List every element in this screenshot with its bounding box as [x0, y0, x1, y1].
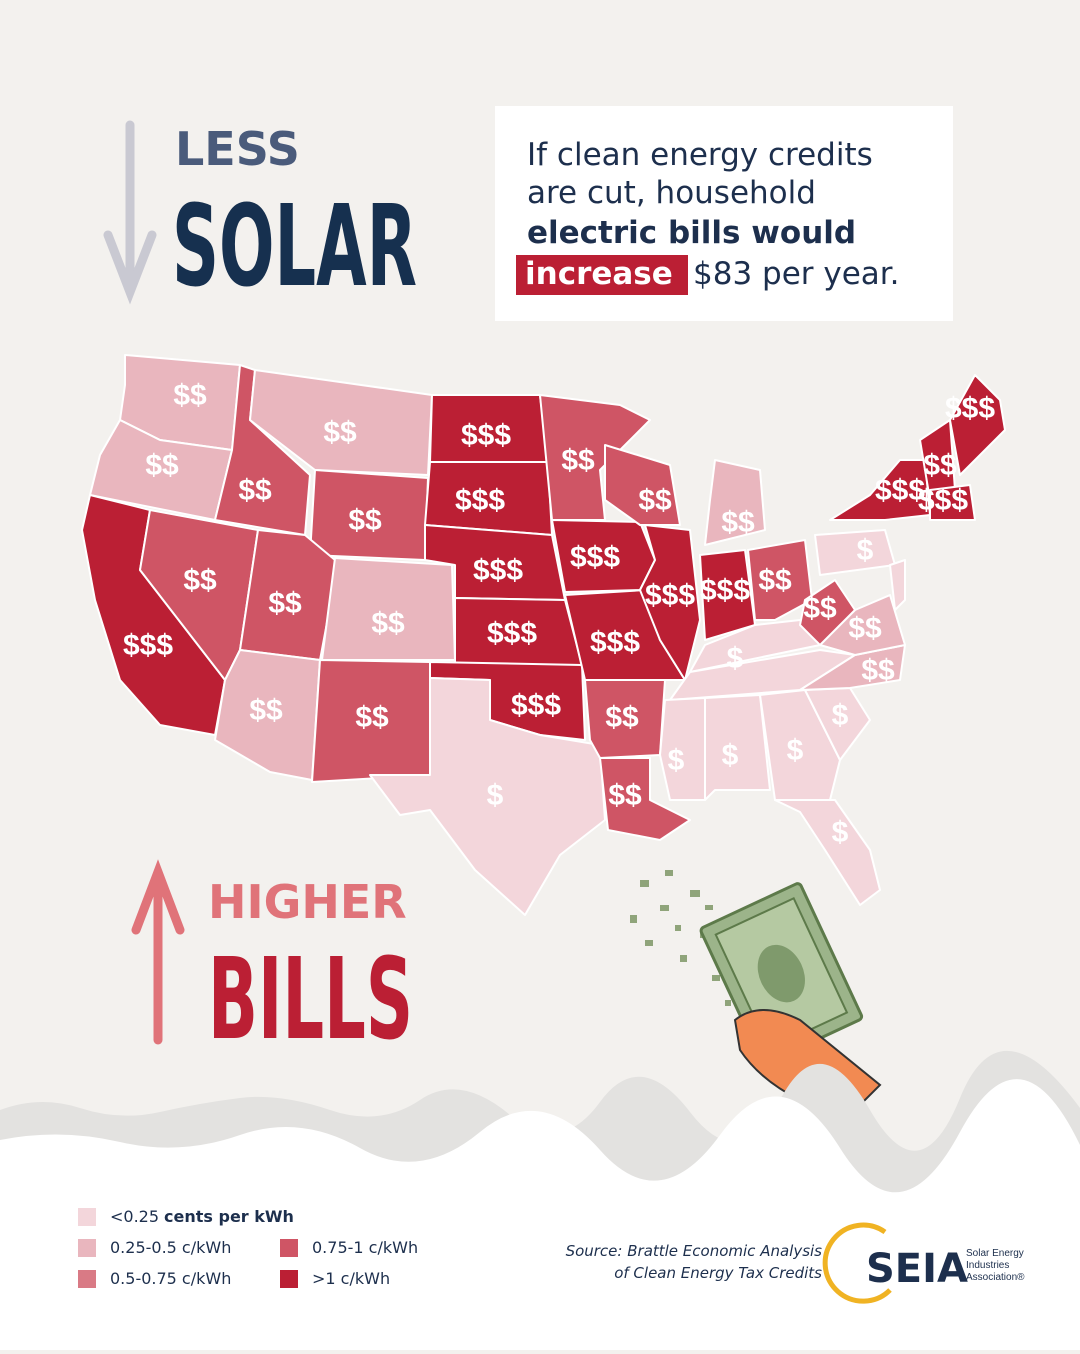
- state-label: $$$: [570, 541, 620, 574]
- state-label: $$$: [455, 484, 505, 517]
- state-label: $$$: [123, 629, 173, 662]
- state: [599, 757, 691, 841]
- state: [584, 679, 666, 759]
- callout-text: electric bills would: [527, 215, 856, 251]
- heading-small: LESS: [175, 122, 300, 176]
- state-label: $$$: [461, 419, 511, 452]
- state: [659, 697, 706, 801]
- state-label: $: [832, 699, 849, 732]
- state: [799, 644, 906, 691]
- legend-swatch: [78, 1208, 96, 1226]
- state-label: $: [727, 642, 744, 675]
- legend-label: >1 c/kWh: [312, 1269, 390, 1288]
- state-label: $$: [608, 779, 642, 812]
- state-label: $$: [861, 654, 895, 687]
- legend-label: 0.25-0.5 c/kWh: [110, 1238, 231, 1257]
- logo-mark: SEIA: [866, 1246, 968, 1292]
- state-label: $$: [238, 474, 272, 507]
- state: [704, 459, 766, 546]
- legend-label: 0.5-0.75 c/kWh: [110, 1269, 231, 1288]
- state-label: $$$: [590, 626, 640, 659]
- logo-arc: [822, 1222, 892, 1304]
- source: Source: Brattle Economic Analysis of Cle…: [566, 1242, 823, 1282]
- state-label: $$: [923, 449, 957, 482]
- callout-text: are cut, household: [527, 175, 816, 211]
- callout-text: $83 per year.: [693, 256, 900, 292]
- state: [929, 484, 976, 521]
- state-label: $$: [848, 612, 882, 645]
- state: [774, 799, 881, 906]
- heading-big: BILLS: [208, 935, 413, 1065]
- source-text: of Clean Energy Tax Credits: [614, 1264, 822, 1282]
- paper: [0, 1079, 1080, 1350]
- state-label: $: [487, 779, 504, 812]
- legend-label-bold: cents per kWh: [164, 1207, 294, 1226]
- state-label: $$$: [945, 392, 995, 425]
- legend-swatch: [280, 1270, 298, 1288]
- legend-swatch: [78, 1270, 96, 1288]
- source-text: Source: Brattle Economic Analysis: [566, 1242, 823, 1260]
- state-label: $$$: [487, 617, 537, 650]
- state: [889, 559, 906, 611]
- state: [704, 694, 771, 801]
- state-label: $$$: [700, 574, 750, 607]
- callout-highlight: increase: [525, 256, 673, 292]
- state-label: $: [787, 734, 804, 767]
- state-label: $$: [758, 564, 792, 597]
- state-label: $$$: [645, 579, 695, 612]
- state: [759, 689, 841, 801]
- up-arrow: [131, 859, 185, 1045]
- highlight: [516, 255, 688, 295]
- state-label: $$: [803, 592, 837, 625]
- state-label: $$$: [473, 554, 523, 587]
- state: [747, 539, 813, 621]
- heading-big: SOLAR: [172, 182, 417, 312]
- state: [249, 369, 433, 476]
- state-label: $$: [323, 416, 357, 449]
- state-label: $$: [561, 444, 595, 477]
- state-label: $$: [371, 607, 405, 640]
- state-label: $$$: [918, 484, 968, 517]
- down-arrow: [103, 120, 157, 305]
- state: [369, 677, 606, 916]
- state-label: $: [832, 816, 849, 849]
- state-label: $$: [183, 564, 217, 597]
- us-map: $$$$$$$$$$$$$$$$$$$$$ $$$$$$$$$$$$$$$$$$$…: [81, 354, 1006, 916]
- state-label: $: [857, 534, 874, 567]
- logo-text: Association®: [966, 1272, 1025, 1283]
- state-label: $$: [348, 504, 382, 537]
- state-label: $$: [355, 701, 389, 734]
- logo: SEIA Solar Energy Industries Association…: [822, 1222, 1025, 1304]
- state: [604, 444, 681, 526]
- legend: <0.25 cents per kWh 0.25-0.5 c/kWh 0.5-0.75…: [78, 1207, 418, 1288]
- state-label: $$: [173, 379, 207, 412]
- state-label: $$$: [875, 474, 925, 507]
- legend-swatch: [280, 1239, 298, 1257]
- legend-swatch: [78, 1239, 96, 1257]
- state-label: $: [668, 744, 685, 777]
- heading-small: HIGHER: [208, 875, 407, 929]
- state-label: $$: [249, 694, 283, 727]
- state: [949, 374, 1006, 476]
- logo-text: Solar Energy: [966, 1248, 1024, 1259]
- state: [639, 524, 701, 681]
- state-label: $$: [145, 449, 179, 482]
- logo-text: Industries: [966, 1260, 1009, 1271]
- state: [799, 579, 856, 646]
- callout-text: If clean energy credits: [527, 137, 873, 173]
- callout: If clean energy credits are cut, househo…: [516, 137, 900, 295]
- state-label: $$: [638, 484, 672, 517]
- legend-label: <0.25: [110, 1207, 159, 1226]
- state-label: $$: [721, 506, 755, 539]
- state-label: $$: [268, 587, 302, 620]
- state-label: $$: [605, 701, 639, 734]
- state-label: $: [722, 739, 739, 772]
- state-label: $$$: [511, 689, 561, 722]
- legend-label: 0.75-1 c/kWh: [312, 1238, 418, 1257]
